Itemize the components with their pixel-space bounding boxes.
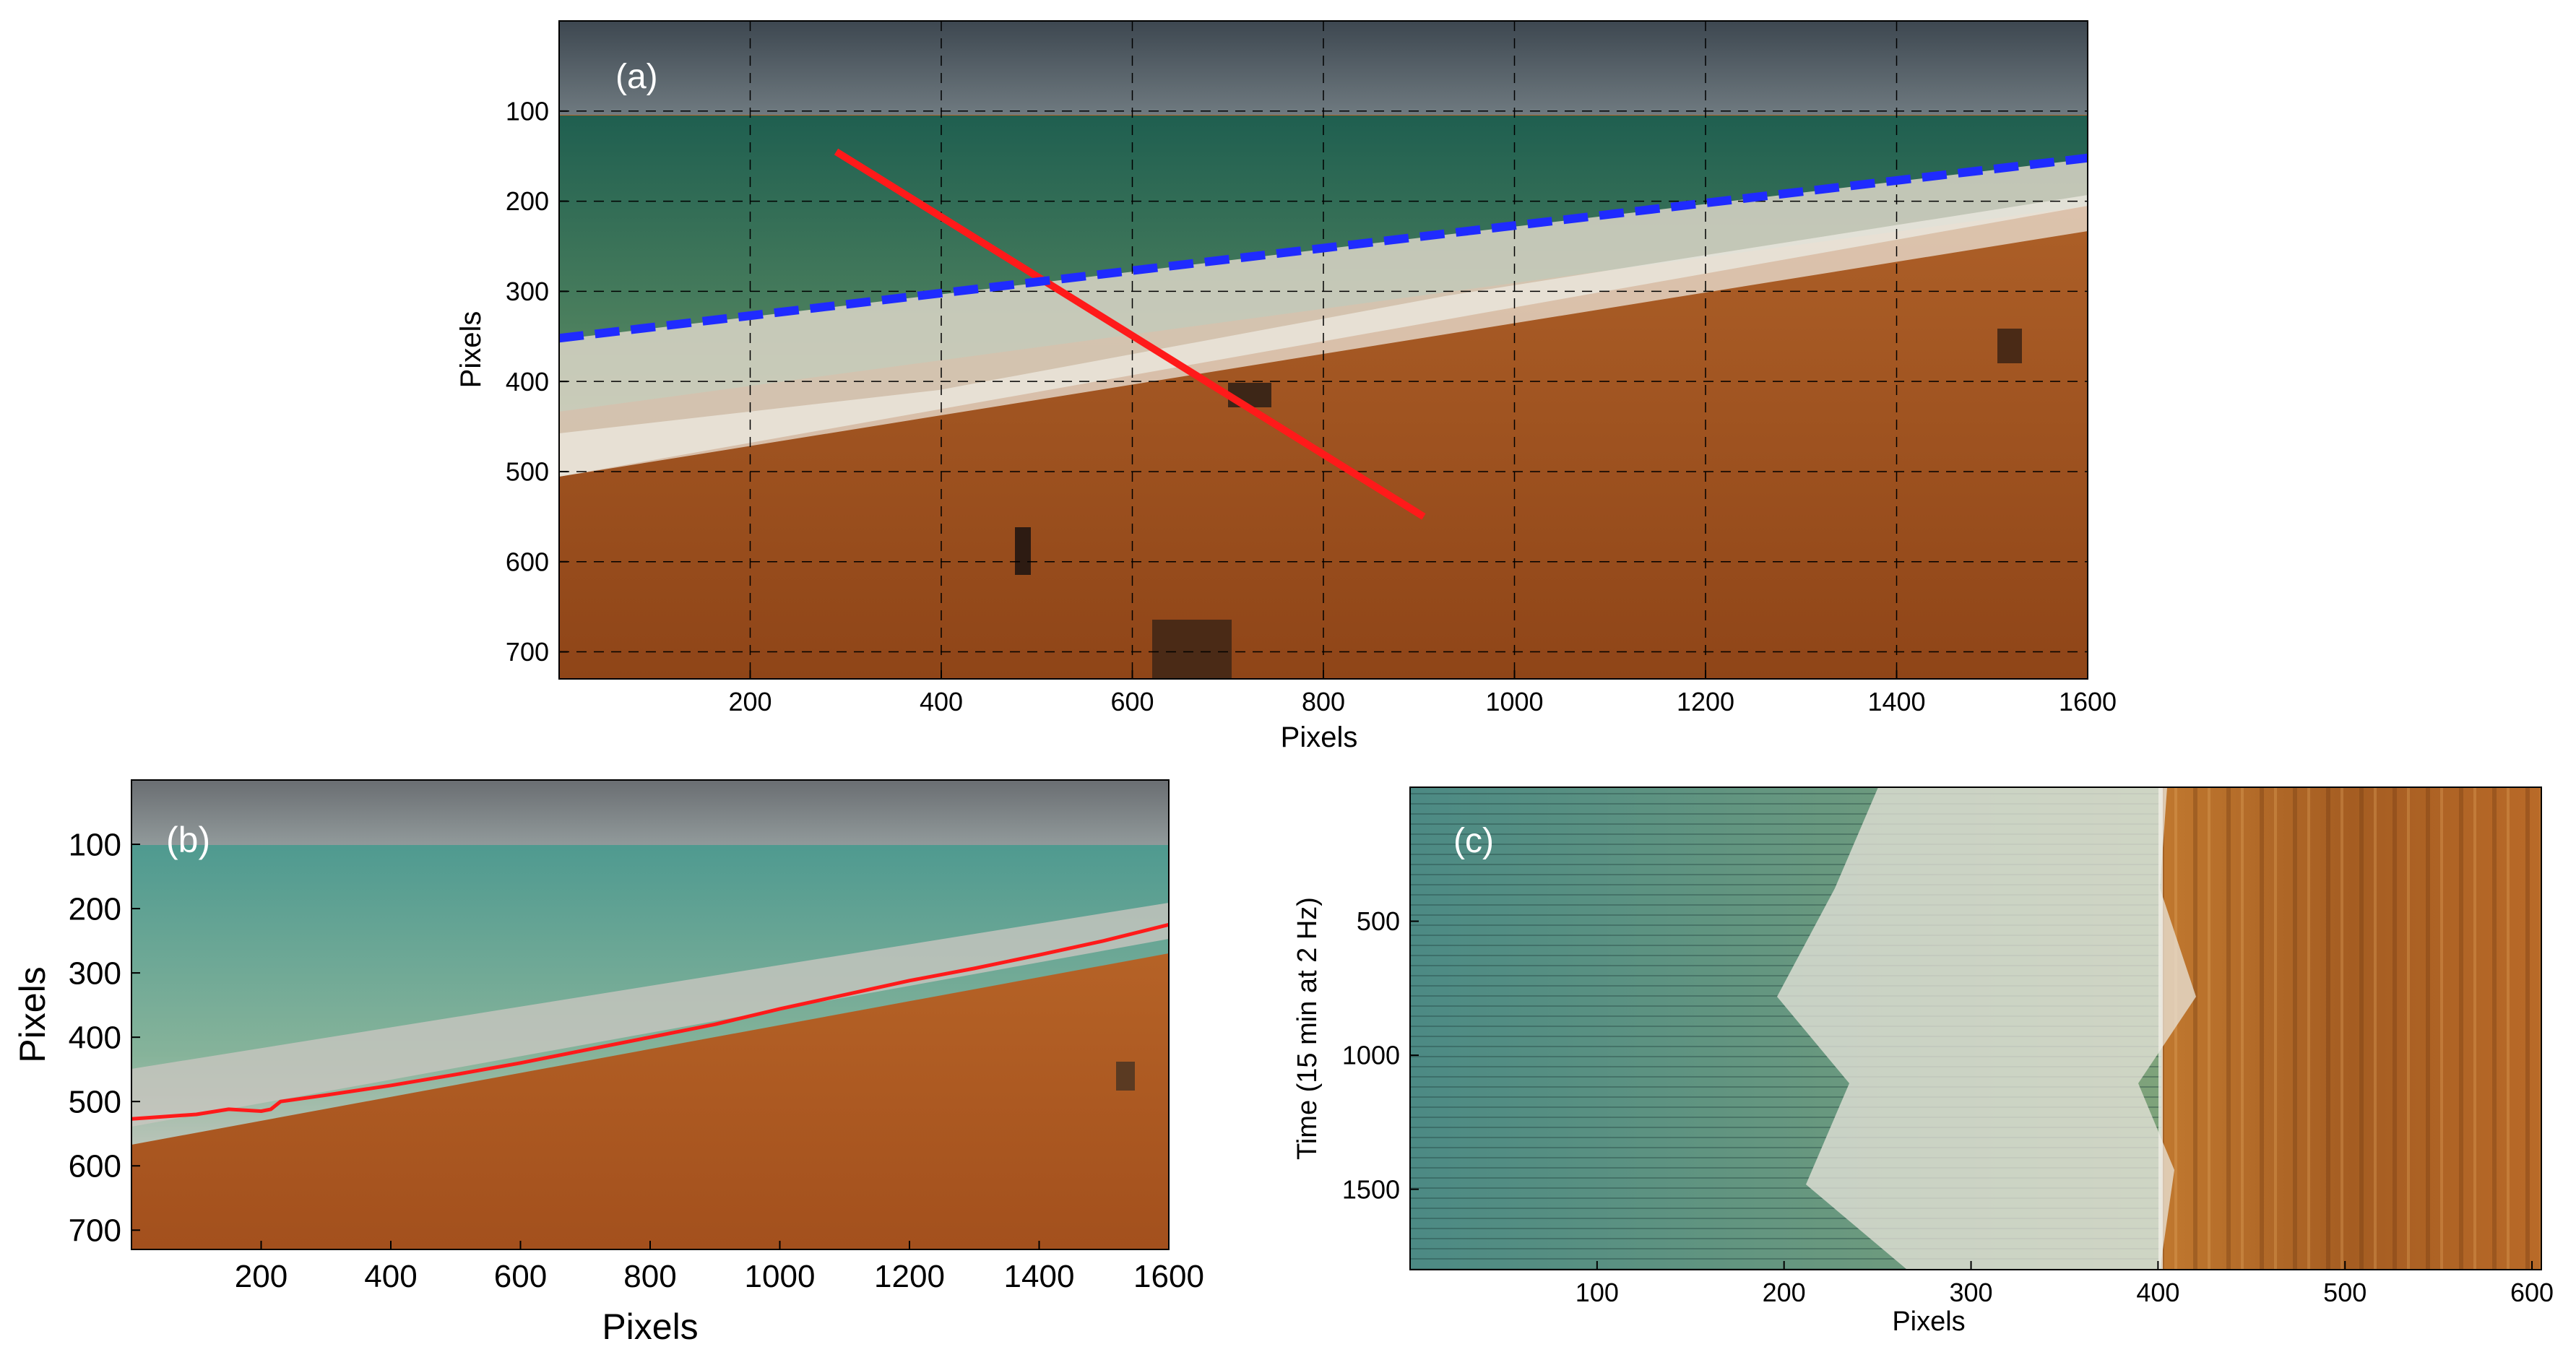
x-tick-label: 600: [2510, 1278, 2554, 1307]
y-tick-label: 1500: [1342, 1174, 1400, 1204]
panel-a-grid: [559, 21, 2088, 679]
x-tick-label: 800: [623, 1259, 676, 1294]
y-tick-label: 100: [506, 96, 549, 126]
y-tick-label: 300: [506, 277, 549, 306]
x-tick-label: 1400: [1004, 1259, 1075, 1294]
panel-b-photo: [131, 780, 1169, 1249]
panel-b-ticks: 200 400 600 800 1000 1200 1400 1600 100 200 300 400…: [69, 827, 1204, 1294]
panel-b-label: (b): [166, 820, 210, 860]
x-tick-label: 400: [2136, 1278, 2179, 1307]
x-tick-label: 200: [1763, 1278, 1806, 1307]
people-figures: [1015, 527, 1031, 575]
x-tick-label: 300: [1949, 1278, 1992, 1307]
panel-a-ticks: 200 400 600 800 1000 1200 1400 1600 100 200 300 400…: [506, 96, 2117, 716]
y-tick-label: 200: [506, 186, 549, 216]
x-tick-label: 800: [1302, 687, 1345, 716]
x-tick-label: 600: [1110, 687, 1154, 716]
x-tick-label: 600: [494, 1259, 547, 1294]
y-tick-label: 600: [69, 1149, 121, 1184]
panel-c-frame: [1409, 786, 2542, 1270]
panel-b-xlabel: Pixels: [602, 1306, 698, 1347]
x-tick-label: 1400: [1867, 687, 1925, 716]
y-tick-label: 500: [506, 457, 549, 487]
panel-a-label: (a): [615, 58, 658, 96]
beach-hut-small: [1997, 329, 2022, 363]
panel-a-ylabel: Pixels: [455, 311, 487, 389]
x-tick-label: 200: [235, 1259, 288, 1294]
panel-b-overlays: [131, 922, 1169, 1121]
y-tick-label: 200: [69, 891, 121, 927]
x-tick-label: 1000: [745, 1259, 816, 1294]
x-tick-label: 1600: [2059, 687, 2117, 716]
panel-b: 200 400 600 800 1000 1200 1400 1600 100 200 300 400…: [12, 779, 1204, 1347]
y-tick-label: 700: [506, 637, 549, 667]
y-tick-label: 500: [69, 1085, 121, 1120]
y-tick-label: 1000: [1342, 1041, 1400, 1070]
shoreline-line: [131, 922, 1169, 1121]
y-tick-label: 400: [69, 1020, 121, 1056]
x-tick-label: 1000: [1485, 687, 1543, 716]
x-tick-label: 400: [920, 687, 963, 716]
lifeguard-hut: [1152, 620, 1232, 679]
panel-c-timestack: [1410, 787, 2541, 1270]
x-tick-label: 1200: [874, 1259, 945, 1294]
y-tick-label: 600: [506, 547, 549, 576]
y-tick-label: 300: [69, 956, 121, 992]
x-tick-label: 100: [1576, 1278, 1619, 1307]
panel-a: 200 400 600 800 1000 1200 1400 1600 100 200 300 400…: [455, 20, 2117, 753]
x-tick-label: 200: [728, 687, 771, 716]
panel-b-ylabel: Pixels: [12, 966, 53, 1062]
y-tick-label: 100: [69, 827, 121, 862]
panel-c-ticks: 100 200 300 400 500 600 500 1000 1500: [1342, 906, 2554, 1307]
panel-a-xlabel: Pixels: [1281, 722, 1358, 753]
y-tick-label: 700: [69, 1213, 121, 1249]
y-tick-label: 400: [506, 367, 549, 396]
panel-c-label: (c): [1453, 822, 1494, 860]
panel-c: 100 200 300 400 500 600 500 1000 1500 (c) Pixels…: [1292, 786, 2554, 1337]
x-tick-label: 1200: [1677, 687, 1734, 716]
transect-line: [834, 148, 1426, 520]
x-tick-label: 400: [364, 1259, 417, 1294]
panel-a-overlays: [559, 148, 2088, 520]
x-tick-label: 1600: [1133, 1259, 1204, 1294]
swash-zone: [1777, 787, 2196, 1270]
panel-c-ylabel: Time (15 min at 2 Hz): [1292, 897, 1323, 1160]
x-tick-label: 500: [2323, 1278, 2367, 1307]
y-tick-label: 500: [1357, 906, 1400, 936]
panel-c-xlabel: Pixels: [1892, 1306, 1965, 1337]
beach-hut-small: [1116, 1062, 1135, 1091]
waterline-line: [559, 153, 2088, 343]
